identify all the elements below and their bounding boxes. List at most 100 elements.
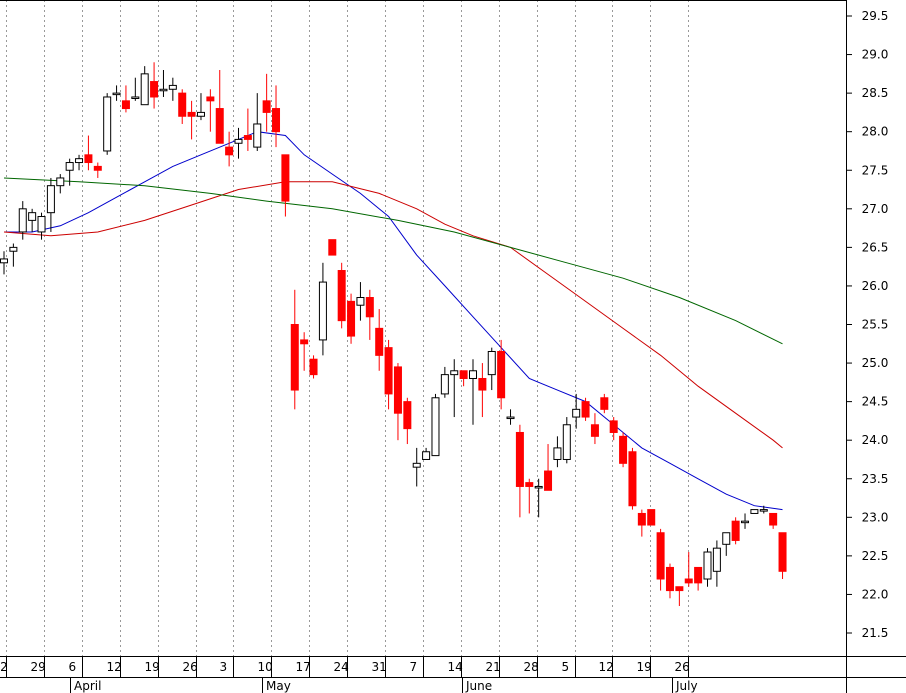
candle-body: [28, 212, 37, 221]
candle-body: [131, 96, 140, 99]
candle-body: [225, 146, 234, 156]
x-tick-label: 12: [599, 660, 614, 674]
y-tick-label: 29.0: [862, 48, 889, 62]
x-tick-label: 3: [220, 660, 228, 674]
x-tick-label: 6: [69, 660, 77, 674]
candle-body: [431, 397, 440, 457]
x-tick-label: 19: [145, 660, 160, 674]
x-tick-label: 5: [562, 660, 570, 674]
y-tick-label: 26.0: [862, 279, 889, 293]
y-tick-label: 25.5: [862, 318, 889, 332]
candle-body: [731, 520, 740, 541]
month-label: April: [74, 679, 101, 693]
x-tick-label: 12: [107, 660, 122, 674]
y-tick-label: 27.0: [862, 202, 889, 216]
candle-body: [759, 509, 768, 512]
candle-body: [412, 462, 421, 468]
candle-body: [347, 300, 356, 337]
candle-body: [422, 451, 431, 460]
candle-body: [365, 297, 374, 318]
candle-body: [300, 339, 309, 345]
candle-body: [534, 485, 543, 489]
candle-body: [84, 154, 93, 164]
x-tick-label: 7: [410, 660, 418, 674]
candle-body: [769, 512, 778, 526]
candle-body: [384, 347, 393, 395]
y-tick-label: 28.5: [862, 86, 889, 100]
candle-body: [206, 96, 215, 102]
x-tick-label: 21: [486, 660, 501, 674]
candle-body: [178, 92, 187, 117]
moving-average-line: [3, 181, 783, 449]
candle-body: [356, 297, 365, 306]
candle-body: [628, 451, 637, 507]
x-tick-label: 31: [372, 660, 387, 674]
candle-body: [487, 350, 496, 376]
x-tick-label: 22: [0, 660, 8, 674]
candle-body: [722, 532, 731, 545]
candle-body: [750, 509, 759, 514]
x-tick-label: 29: [31, 660, 46, 674]
candle-body: [469, 370, 477, 379]
candle-body: [694, 566, 703, 584]
y-tick-label: 27.5: [862, 163, 889, 177]
candle-body: [103, 96, 112, 152]
candle-body: [515, 431, 524, 487]
y-tick-label: 29.5: [862, 9, 889, 23]
x-tick-label: 28: [524, 660, 539, 674]
month-label: June: [465, 679, 492, 693]
candle-body: [75, 158, 84, 164]
candle-body: [234, 138, 243, 144]
candle-body: [112, 92, 121, 96]
candle-body: [46, 185, 55, 214]
y-tick-label: 24.0: [862, 433, 889, 447]
x-tick-label: 19: [637, 660, 652, 674]
candle-body: [159, 88, 168, 92]
candle-body: [168, 84, 177, 90]
moving-average-line: [3, 177, 783, 345]
candle-body: [703, 551, 712, 580]
candle-body: [9, 246, 18, 252]
candle-body: [459, 370, 468, 379]
x-tick-label: 14: [448, 660, 463, 674]
candle-body: [253, 123, 262, 148]
x-tick-label: 10: [258, 660, 273, 674]
candle-body: [440, 374, 449, 395]
candle-body: [478, 377, 487, 391]
x-tick-label: 26: [675, 660, 690, 674]
candle-body: [741, 520, 750, 524]
candle-body: [403, 401, 412, 430]
candle-body: [600, 397, 609, 410]
candle-body: [647, 509, 656, 526]
candle-body: [562, 424, 571, 460]
candle-body: [56, 177, 65, 187]
candle-body: [544, 470, 553, 491]
candle-body: [619, 435, 628, 464]
candle-body: [93, 165, 102, 171]
candle-body: [140, 73, 149, 106]
candle-body: [0, 258, 8, 264]
candle-body: [150, 81, 159, 98]
y-tick-label: 22.0: [862, 587, 889, 601]
candle-body: [497, 350, 506, 399]
candle-body: [37, 216, 46, 233]
candle-body: [665, 566, 674, 592]
candle-body: [337, 270, 346, 322]
moving-average-lines: [3, 131, 783, 511]
candle-body: [637, 512, 646, 526]
candle-body: [215, 108, 224, 144]
candle-body: [196, 111, 205, 117]
moving-average-line: [4, 131, 783, 511]
candle-body: [656, 532, 665, 580]
x-tick-label: 17: [296, 660, 311, 674]
candle-body: [328, 239, 337, 256]
y-tick-label: 24.5: [862, 395, 889, 409]
candle-body: [609, 420, 618, 433]
candle-body: [581, 401, 590, 418]
candle-body: [778, 532, 787, 572]
vertical-grid: [6, 0, 689, 656]
candle-body: [272, 108, 281, 133]
candle-body: [262, 100, 271, 113]
